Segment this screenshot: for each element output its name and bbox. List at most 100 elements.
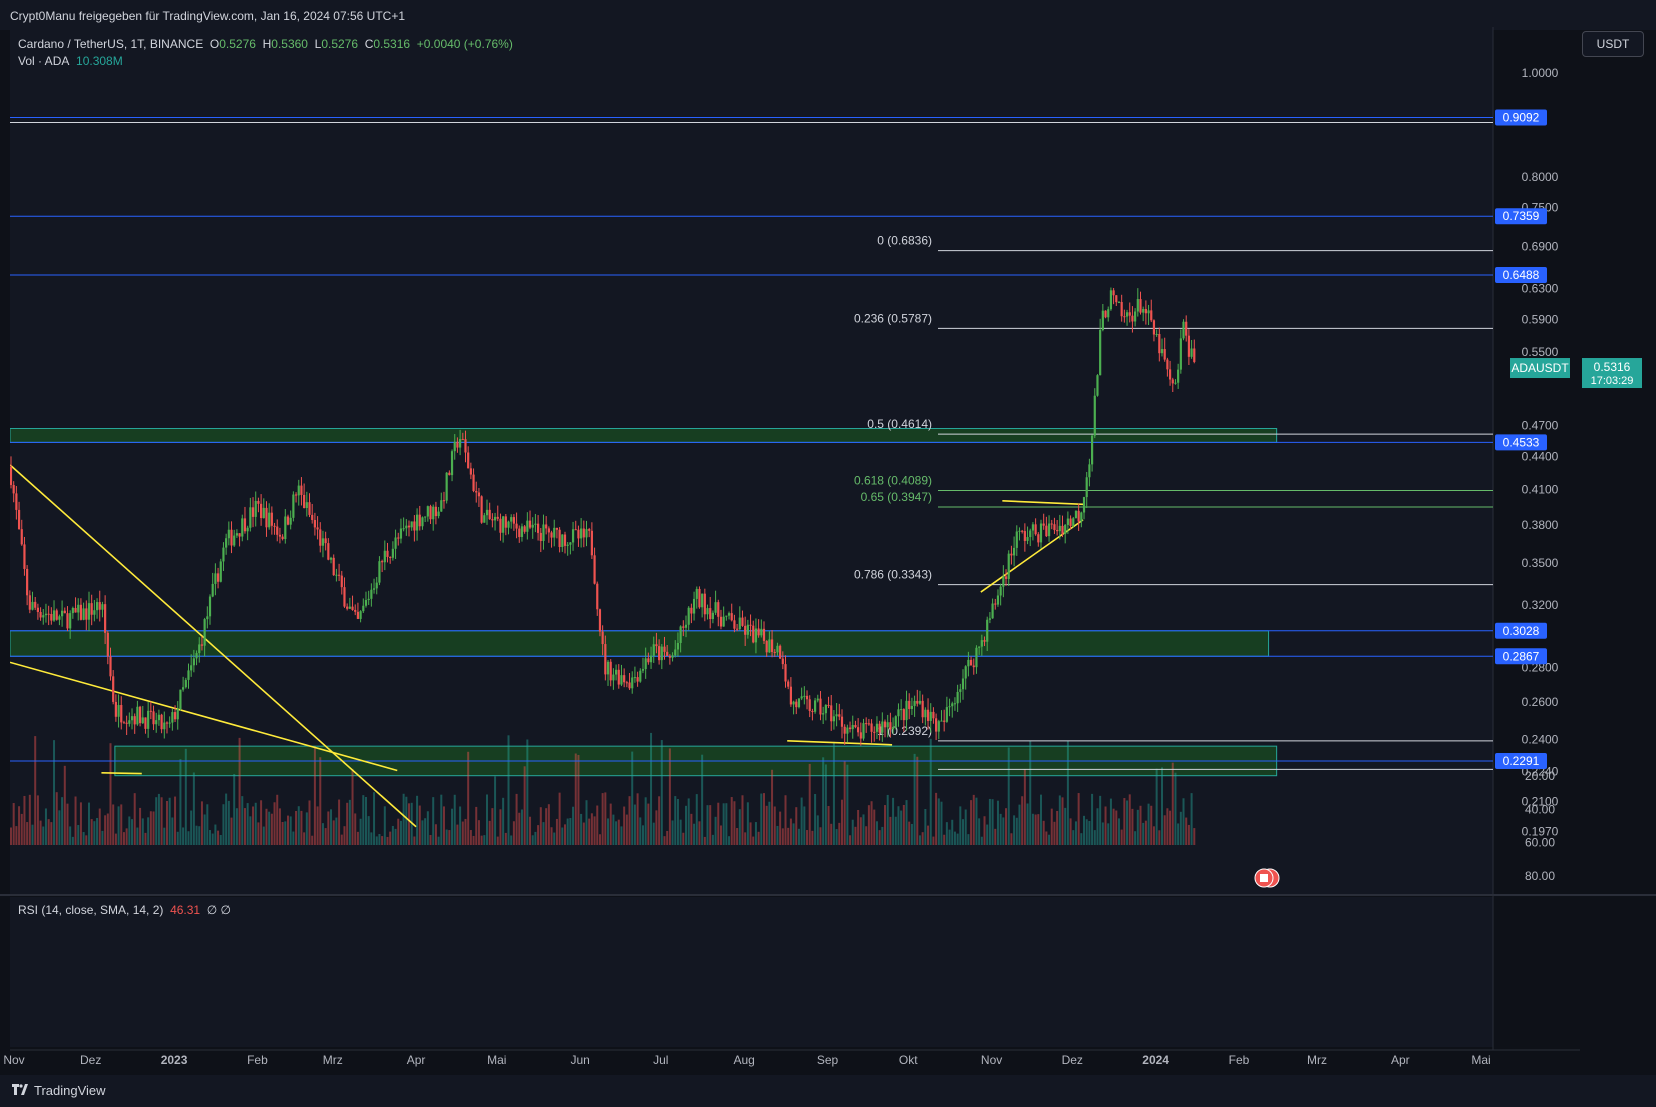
volume-bar-2023-06-22: [636, 793, 639, 845]
events-flag-icon[interactable]: [1254, 868, 1280, 888]
volume-bar-2022-11-06: [23, 795, 26, 845]
candle-2022-12-10: [114, 701, 117, 717]
candle-2023-03-22: [389, 556, 392, 558]
legend-close: 0.5316: [373, 37, 411, 51]
volume-bar-2023-07-26: [728, 836, 731, 845]
legend-low: 0.5276: [321, 37, 359, 51]
volume-bar-2023-08-01: [744, 832, 747, 845]
volume-bar-2023-12-10: [1096, 808, 1099, 845]
candle-2023-01-10: [198, 644, 201, 654]
candle-2023-09-01: [827, 704, 830, 706]
volume-bar-2023-01-14: [209, 830, 212, 845]
candle-2023-03-18: [378, 561, 381, 583]
candle-2023-03-31: [413, 521, 416, 531]
price-label-text: 0.9092: [1503, 110, 1540, 124]
candle-2023-09-27: [897, 709, 900, 717]
volume-bar-2023-11-08: [1010, 833, 1013, 845]
candle-2022-12-15: [128, 720, 131, 724]
candle-2023-02-18: [303, 494, 306, 509]
candle-2023-11-02: [994, 603, 997, 605]
candle-2023-11-20: [1042, 523, 1045, 526]
candle-2023-06-11: [606, 661, 610, 675]
candle-2023-05-22: [553, 527, 556, 538]
trendline-1[interactable]: [10, 464, 417, 828]
candle-2023-10-09: [929, 711, 932, 721]
volume-bar-2023-03-02: [335, 817, 338, 845]
volume-bar-2023-12-23: [1131, 808, 1134, 845]
candle-2023-04-18: [461, 439, 464, 441]
volume-bar-2023-05-02: [499, 809, 502, 845]
rsi-pane[interactable]: [10, 897, 1493, 1047]
candle-2023-10-25: [972, 665, 975, 668]
candle-2023-03-27: [402, 528, 405, 530]
candle-2022-11-23: [69, 613, 72, 629]
candle-2023-02-21: [311, 514, 314, 520]
candle-2023-06-01: [580, 528, 583, 539]
volume-bar-2024-01-14: [1190, 793, 1193, 845]
candle-2022-11-17: [52, 610, 56, 621]
candle-2023-04-06: [429, 506, 432, 520]
volume-bar-2023-06-18: [625, 814, 628, 845]
volume-bar-2023-11-19: [1039, 794, 1042, 845]
volume-bar-2022-12-30: [168, 797, 171, 845]
candle-2023-02-03: [262, 507, 265, 519]
volume-bar-2023-03-24: [394, 828, 397, 845]
volume-bar-2023-07-13: [693, 823, 696, 845]
candle-2022-11-01: [10, 467, 13, 485]
volume-bar-2022-11-05: [20, 813, 23, 845]
fib-label-0.65 (0.3947): 0.65 (0.3947): [861, 490, 932, 504]
candle-2023-05-02: [499, 518, 502, 533]
volume-bar-2023-07-18: [706, 805, 709, 845]
candle-2023-11-19: [1039, 523, 1043, 543]
candle-2023-02-24: [319, 529, 322, 546]
currency-button[interactable]: USDT: [1582, 31, 1644, 57]
candle-2023-05-05: [507, 521, 510, 528]
volume-bar-2023-05-25: [561, 827, 564, 845]
candle-2023-05-13: [528, 520, 532, 528]
time-tick-2023: 2023: [161, 1053, 188, 1067]
trendline-2[interactable]: [10, 661, 398, 772]
volume-bar-2023-12-12: [1101, 822, 1104, 845]
volume-bar-2023-06-06: [593, 816, 596, 845]
symbol-tag-bg: [1510, 358, 1570, 379]
volume-bar-2023-05-20: [547, 804, 550, 845]
candle-2023-01-17: [216, 573, 220, 582]
volume-bar-2023-07-04: [668, 748, 671, 845]
price-label-bg: [1495, 648, 1547, 665]
candle-2023-03-17: [375, 582, 378, 589]
trendline-6[interactable]: [101, 771, 142, 775]
candle-2024-01-14: [1190, 348, 1193, 357]
candle-2022-12-18: [136, 706, 139, 725]
candle-2023-05-23: [555, 527, 559, 530]
volume-bar-2023-12-24: [1134, 831, 1137, 845]
volume-bar-2022-11-24: [71, 836, 74, 845]
candle-2023-10-18: [953, 703, 957, 705]
candle-2023-12-24: [1134, 311, 1137, 322]
volume-bar-2023-02-10: [281, 821, 284, 845]
volume-bar-2023-10-09: [929, 738, 932, 845]
candle-2023-06-15: [617, 669, 620, 685]
candle-2023-08-24: [805, 695, 809, 700]
volume-bar-2023-03-12: [362, 795, 365, 845]
candle-2022-12-19: [138, 706, 142, 724]
candle-2023-10-08: [926, 709, 930, 721]
candle-2023-12-05: [1082, 497, 1086, 513]
volume-bar-2022-12-06: [104, 815, 107, 845]
trendline-3[interactable]: [787, 740, 893, 746]
volume-bar-2023-11-25: [1056, 810, 1059, 845]
volume-bar-2023-02-25: [321, 823, 324, 845]
volume-bar-2023-12-09: [1093, 830, 1096, 845]
volume-bar-2023-05-30: [574, 753, 577, 845]
share-header: Crypt0Manu freigegeben für TradingView.c…: [0, 0, 1656, 30]
volume-bar-2022-12-17: [133, 793, 136, 845]
candle-2023-09-12: [857, 727, 860, 733]
volume-bar-2023-07-15: [698, 821, 701, 845]
candle-2023-04-29: [491, 519, 494, 521]
candle-2023-06-27: [649, 655, 653, 663]
trendline-5[interactable]: [1002, 500, 1084, 506]
volume-bar-2023-05-16: [537, 825, 540, 845]
candle-2022-11-27: [79, 604, 83, 620]
volume-bar-2023-11-17: [1034, 814, 1037, 845]
volume-bar-2023-10-25: [972, 794, 975, 845]
